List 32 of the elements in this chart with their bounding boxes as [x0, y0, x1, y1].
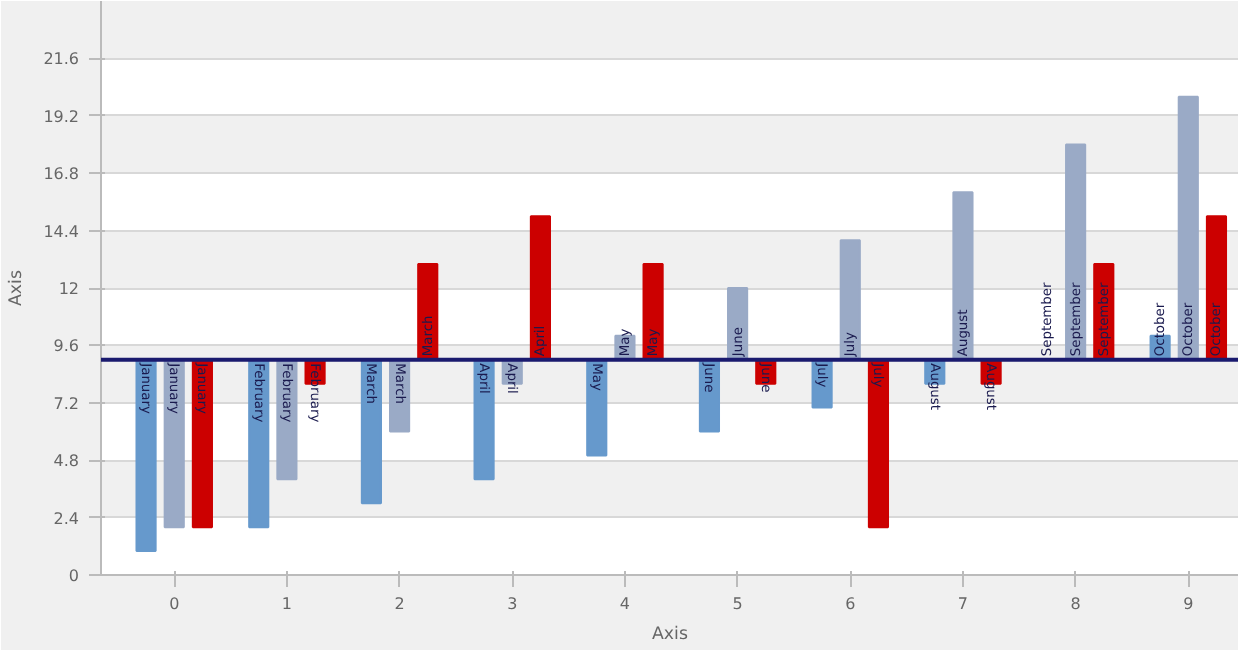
x-tick-label: 8 — [1070, 595, 1081, 613]
x-tick-label: 7 — [957, 595, 969, 613]
y-axis-title: Axis — [7, 269, 28, 306]
bar — [135, 358, 157, 553]
y-tick-label: 14.4 — [43, 222, 79, 241]
y-tick-label: 4.8 — [53, 452, 80, 471]
x-tick-label: 4 — [619, 595, 631, 613]
bar — [1177, 95, 1199, 361]
x-tick-label: 5 — [732, 595, 743, 613]
x-tick-label: 3 — [507, 595, 518, 613]
y-tick-label: 12 — [58, 280, 80, 298]
x-tick-label: 2 — [394, 595, 405, 613]
bar — [867, 358, 890, 529]
x-tick-label: 9 — [1183, 595, 1194, 613]
x-tick-label: 6 — [845, 595, 856, 613]
y-tick-label: 2.4 — [53, 509, 80, 528]
x-tick-label: 1 — [281, 595, 293, 613]
bar — [191, 358, 213, 529]
y-tick-label: 0 — [68, 567, 80, 585]
bar — [839, 239, 861, 361]
bar — [952, 191, 974, 361]
y-tick-label: 9.6 — [53, 337, 80, 356]
y-tick-label: 16.8 — [43, 165, 79, 184]
bar — [473, 358, 495, 481]
y-tick-label: 21.6 — [43, 50, 79, 69]
x-axis-title: Axis — [652, 625, 689, 645]
bar — [360, 358, 382, 505]
y-tick-label: 19.2 — [43, 107, 79, 126]
bar — [529, 215, 551, 361]
y-tick-label: 7.2 — [53, 394, 80, 413]
x-tick-label: 0 — [169, 595, 180, 613]
bar — [163, 358, 185, 529]
